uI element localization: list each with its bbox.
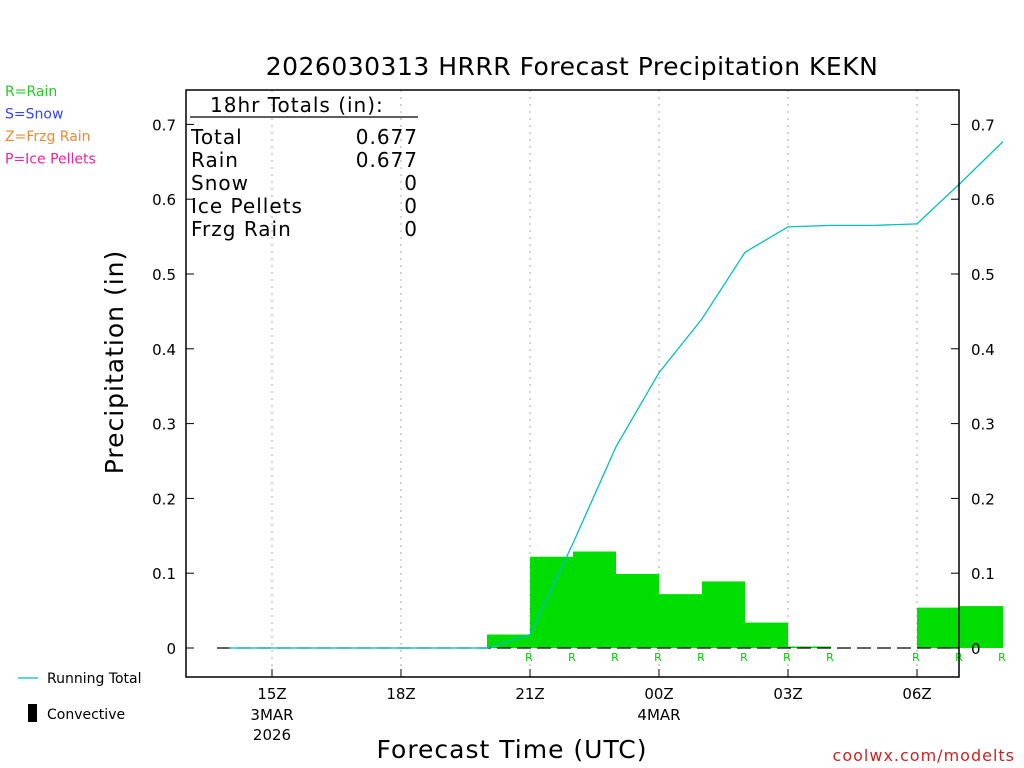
watermark-text: coolwx.com/modelts — [833, 746, 1015, 765]
totals-heading: 18hr Totals (in): — [210, 93, 384, 117]
x-tick-date: 3MAR — [250, 706, 293, 724]
x-tick-label: 00Z — [644, 685, 673, 703]
x-tick-year: 2026 — [253, 726, 291, 744]
x-tick-label: 15Z — [257, 685, 286, 703]
y-tick-label-right: 0.1 — [971, 565, 995, 583]
y-axis-label: Precipitation (in) — [100, 250, 129, 475]
x-axis-label: Forecast Time (UTC) — [377, 735, 648, 764]
totals-box: 18hr Totals (in): Total 0.677 Rain 0.677 Snow… — [190, 93, 418, 241]
totals-row-value: 0 — [404, 171, 418, 195]
x-axis: 15Z 3MAR 2026 18Z 21Z 00Z 4MAR 03Z 06Z — [250, 669, 932, 744]
legend-bar-swatch — [28, 704, 37, 722]
y-tick-label: 0.2 — [152, 490, 176, 508]
x-tick-label: 21Z — [515, 685, 544, 703]
precip-bar — [530, 556, 573, 648]
totals-row-value: 0 — [404, 217, 418, 241]
type-legend-item: R=Rain — [5, 84, 57, 100]
y-tick-label-right: 0.2 — [971, 490, 995, 508]
x-tick-date: 4MAR — [637, 706, 680, 724]
y-tick-label: 0.3 — [152, 416, 176, 434]
type-legend-item: Z=Frzg Rain — [5, 129, 91, 145]
precip-bar — [616, 573, 659, 648]
y-tick-label-right: 0.6 — [971, 191, 995, 209]
precip-type-label: R — [783, 651, 791, 664]
precip-type-label: R — [998, 651, 1006, 664]
y-axis-right: 0 0.1 0.2 0.3 0.4 0.5 0.6 0.7 — [951, 116, 995, 658]
totals-row-label: Ice Pellets — [191, 194, 303, 218]
y-tick-label: 0 — [166, 640, 176, 658]
totals-row-value: 0.677 — [356, 125, 418, 149]
y-tick-label-right: 0.7 — [971, 116, 995, 134]
precip-type-label: R — [697, 651, 705, 664]
precip-bar — [788, 646, 831, 648]
totals-row-label: Total — [190, 125, 243, 149]
series-legend: Running Total Convective — [18, 671, 142, 723]
series-legend-label: Convective — [47, 707, 125, 723]
precip-bar — [960, 606, 1003, 648]
y-axis-left: 0 0.1 0.2 0.3 0.4 0.5 0.6 0.7 — [152, 116, 194, 658]
precip-bar — [573, 551, 616, 648]
y-tick-label: 0.1 — [152, 565, 176, 583]
totals-row-value: 0 — [404, 194, 418, 218]
series-legend-label: Running Total — [47, 671, 142, 687]
totals-row-label: Frzg Rain — [191, 217, 292, 241]
y-tick-label-right: 0.4 — [971, 341, 995, 359]
x-tick-label: 18Z — [386, 685, 415, 703]
precip-type-label: R — [912, 651, 920, 664]
precip-type-label: R — [611, 651, 619, 664]
precip-bar — [702, 581, 745, 648]
precip-type-legend: R=Rain S=Snow Z=Frzg Rain P=Ice Pellets — [5, 84, 96, 168]
running-total-line — [229, 141, 1004, 649]
x-tick-label: 06Z — [902, 685, 931, 703]
totals-row-label: Snow — [191, 171, 249, 195]
type-legend-item: S=Snow — [5, 107, 63, 123]
precip-type-label: R — [826, 651, 834, 664]
totals-row-label: Rain — [191, 148, 239, 172]
x-tick-label: 03Z — [773, 685, 802, 703]
precip-type-label: R — [740, 651, 748, 664]
y-tick-label-right: 0.3 — [971, 416, 995, 434]
precip-type-label: R — [525, 651, 533, 664]
y-tick-label: 0.7 — [152, 116, 176, 134]
y-tick-label: 0.4 — [152, 341, 176, 359]
y-tick-label: 0.6 — [152, 191, 176, 209]
chart-title: 2026030313 HRRR Forecast Precipitation K… — [266, 52, 879, 81]
y-tick-label: 0.5 — [152, 266, 176, 284]
precip-type-label: R — [654, 651, 662, 664]
precip-bar — [745, 622, 788, 648]
totals-row-value: 0.677 — [356, 148, 418, 172]
y-tick-label-right: 0 — [971, 640, 981, 658]
plot-frame — [185, 89, 960, 678]
y-tick-label-right: 0.5 — [971, 266, 995, 284]
precip-type-label: R — [568, 651, 576, 664]
type-legend-item: P=Ice Pellets — [5, 152, 96, 168]
hourly-bars — [487, 551, 1003, 648]
precip-bar — [659, 594, 702, 648]
precip-bar — [917, 607, 960, 648]
